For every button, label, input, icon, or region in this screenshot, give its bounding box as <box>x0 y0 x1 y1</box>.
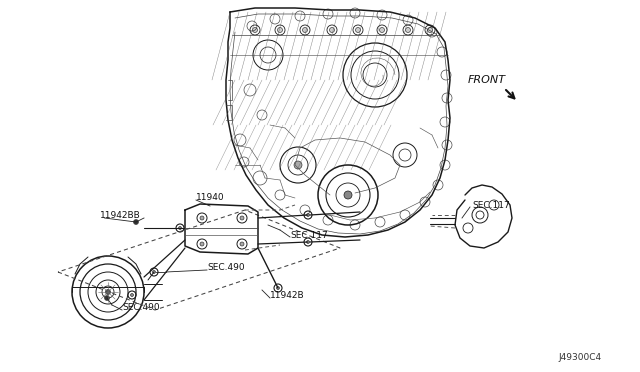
Circle shape <box>200 242 204 246</box>
Circle shape <box>406 28 410 32</box>
Circle shape <box>240 242 244 246</box>
Circle shape <box>380 28 385 32</box>
Text: J49300C4: J49300C4 <box>559 353 602 362</box>
Text: SEC.117: SEC.117 <box>472 201 509 209</box>
Circle shape <box>179 227 182 230</box>
Text: SEC.490: SEC.490 <box>207 263 244 273</box>
Circle shape <box>253 28 257 32</box>
Circle shape <box>330 28 335 32</box>
Text: 11940: 11940 <box>196 193 225 202</box>
Circle shape <box>344 191 352 199</box>
Circle shape <box>355 28 360 32</box>
Text: SEC.117: SEC.117 <box>290 231 328 240</box>
Circle shape <box>134 219 138 224</box>
Circle shape <box>428 28 433 32</box>
Text: 11942BB: 11942BB <box>100 211 141 219</box>
Text: 11942B: 11942B <box>270 291 305 299</box>
Circle shape <box>303 28 307 32</box>
Text: FRONT: FRONT <box>468 75 506 85</box>
Circle shape <box>307 241 310 244</box>
Circle shape <box>294 161 302 169</box>
Circle shape <box>307 214 310 217</box>
Circle shape <box>240 216 244 220</box>
Circle shape <box>131 294 134 296</box>
Text: SEC.490: SEC.490 <box>122 304 159 312</box>
Circle shape <box>276 286 280 289</box>
Circle shape <box>200 216 204 220</box>
Circle shape <box>152 270 156 273</box>
Circle shape <box>106 289 111 295</box>
Circle shape <box>104 295 109 301</box>
Circle shape <box>278 28 282 32</box>
